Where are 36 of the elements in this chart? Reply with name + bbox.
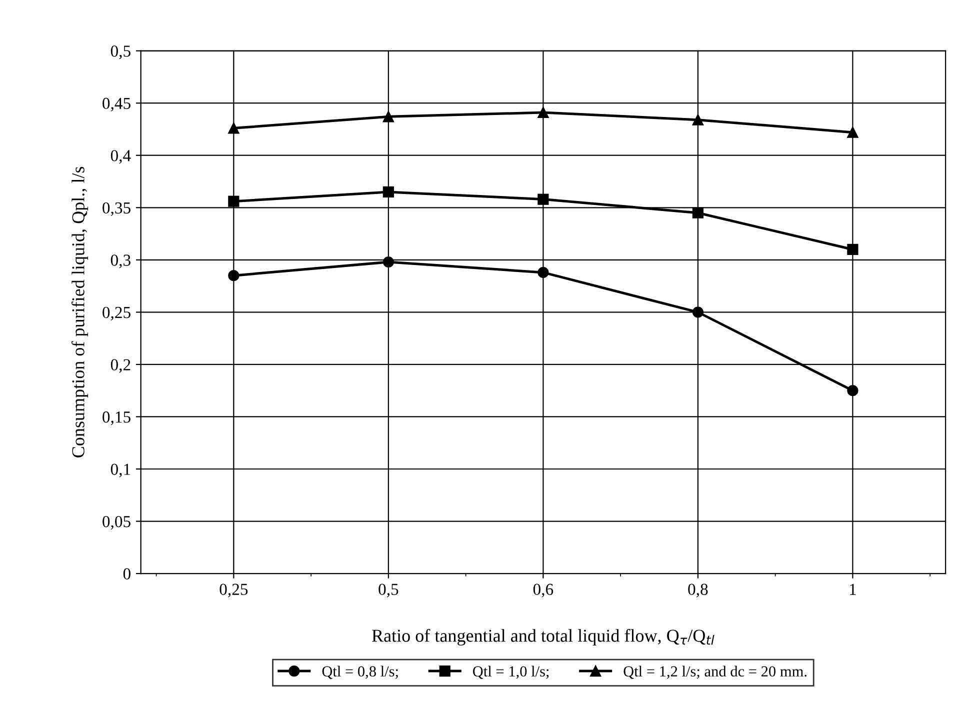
x-tick-label: 0,25 <box>220 584 248 598</box>
y-tick-label: 0,1 <box>110 464 130 478</box>
x-axis-title: Ratio of tangential and total liquid flow, Q$_{τ}$/Q$_{tl}$ <box>372 628 714 646</box>
x-tick-label: 0,5 <box>378 584 398 598</box>
x-tick-label: 1 <box>850 584 856 595</box>
y-tick-label: 0,35 <box>102 202 130 216</box>
point <box>692 114 704 126</box>
y-tick-label: 0,15 <box>102 411 130 426</box>
point <box>692 306 704 318</box>
y-tick-label: 0,3 <box>110 254 130 268</box>
point <box>538 194 549 205</box>
point <box>847 126 858 138</box>
y-tick-label: 0,4 <box>110 150 131 164</box>
point <box>692 207 704 218</box>
point <box>228 122 240 134</box>
y-tick-label: 0,45 <box>102 98 130 112</box>
point <box>228 196 240 207</box>
y-tick-label: 0,2 <box>110 359 130 373</box>
point <box>382 186 394 198</box>
legend-label: Qtl = 0,8 l/s; <box>322 666 398 679</box>
y-tick-label: 0 <box>123 568 130 580</box>
legend-label: Qtl = 1,0 l/s; <box>472 666 549 679</box>
point <box>847 244 858 256</box>
y-tick-label: 0,05 <box>102 516 130 530</box>
point <box>382 256 394 268</box>
point <box>382 111 394 122</box>
point <box>538 106 549 118</box>
y-tick-label: 0,5 <box>110 46 130 60</box>
legend-label: Qtl = 1,2 l/s; and dc = 20 mm. <box>624 666 806 679</box>
y-axis-title: Consumption of purified liquid, Qpl., l/s <box>71 166 88 458</box>
point <box>847 385 858 396</box>
point <box>538 266 549 278</box>
y-tick-label: 0,25 <box>102 306 130 321</box>
point <box>228 270 240 282</box>
x-tick-label: 0,6 <box>533 584 554 598</box>
x-tick-label: 0,8 <box>688 584 708 598</box>
